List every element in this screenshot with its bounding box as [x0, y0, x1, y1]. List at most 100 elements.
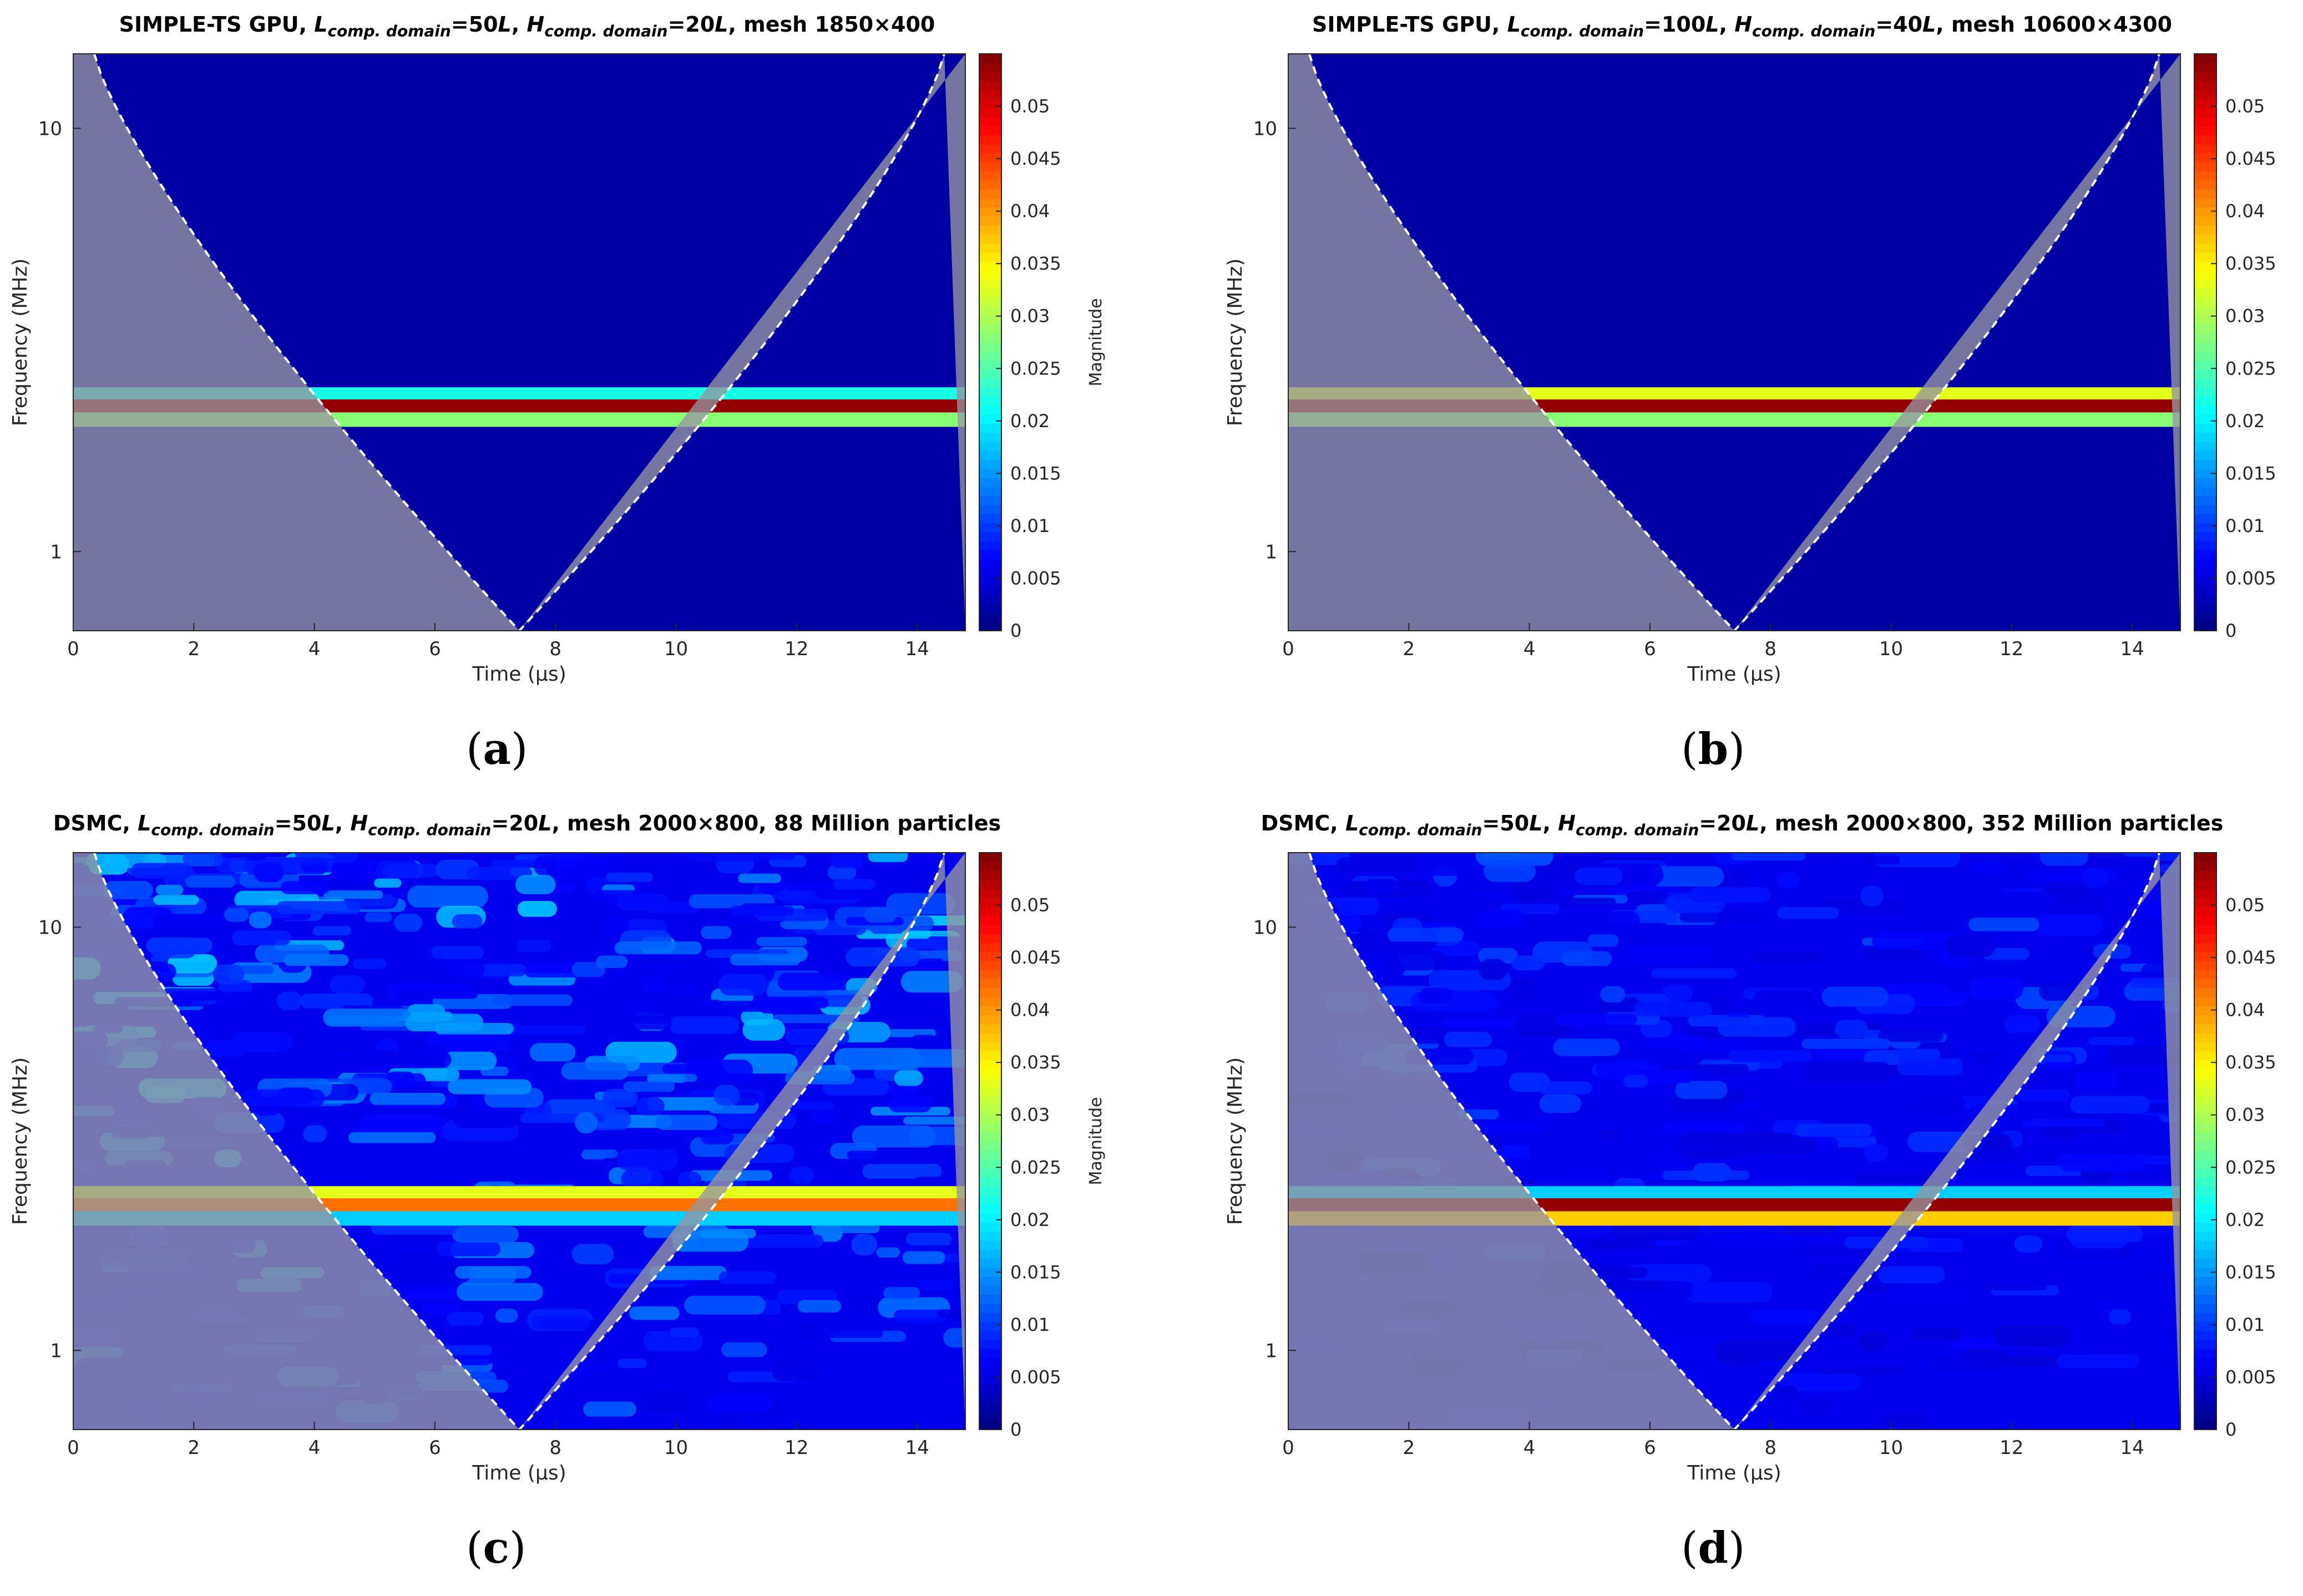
colorbar-segment [979, 1267, 1001, 1277]
heatmap-area [1288, 54, 2180, 631]
noise-patch [620, 999, 656, 1011]
colorbar-segment [979, 135, 1001, 145]
colorbar-segment [2194, 621, 2216, 631]
colorbar-segment [2194, 1240, 2216, 1250]
noise-patch [887, 1085, 920, 1096]
x-tick-label: 8 [549, 638, 561, 660]
noise-patch [168, 954, 217, 974]
colorbar-segment [2194, 1249, 2216, 1259]
y-tick-label: 1 [1265, 1340, 1277, 1362]
colorbar-segment [979, 72, 1001, 82]
colorbar-segment [2194, 54, 2216, 64]
colorbar-segment [979, 225, 1001, 235]
noise-patch [862, 1164, 942, 1179]
colorbar-segment [2194, 1294, 2216, 1304]
noise-patch [543, 1423, 606, 1430]
colorbar-segment [2194, 1394, 2216, 1404]
noise-patch [330, 975, 366, 994]
colorbar-segment [979, 1006, 1001, 1016]
colorbar-segment [979, 979, 1001, 989]
noise-patch [1864, 1144, 1889, 1162]
noise-patch [1709, 1133, 1794, 1147]
colorbar-segment [979, 387, 1001, 397]
noise-patch [2025, 872, 2082, 881]
colorbar-segment [979, 369, 1001, 379]
panel-title: SIMPLE-TS GPU, Lcomp. domain=100L, Hcomp… [1312, 12, 2173, 40]
noise-patch [249, 911, 272, 929]
colorbar-frame [979, 53, 1002, 631]
noise-patch [453, 1111, 518, 1128]
noise-patch [1888, 1287, 1972, 1306]
noise-patch [1476, 890, 1511, 899]
colorbar-segment [979, 1159, 1001, 1169]
colorbar-segment [2194, 324, 2216, 334]
noise-patch [1801, 1038, 1891, 1049]
colorbar-segment [2194, 369, 2216, 379]
colorbar-segment [2194, 1303, 2216, 1313]
noise-patch [1662, 984, 1693, 1003]
colorbar-segment [2194, 568, 2216, 577]
noise-patch [1798, 1398, 1833, 1415]
noise-patch [606, 872, 654, 882]
noise-patch [398, 1252, 434, 1269]
noise-patch [1364, 878, 1398, 893]
scalogram-chart: 0 2 4 6 8 10 12 14 1 10 Time (μs) Frequency (MHz) 0 0… [1224, 53, 2303, 686]
noise-patch [894, 1070, 923, 1086]
colorbar-segment [979, 568, 1001, 577]
colorbar-segment [979, 423, 1001, 433]
noise-patch [395, 988, 478, 999]
noise-patch [1575, 868, 1623, 885]
colorbar-segment [2194, 144, 2216, 154]
colorbar-segment [2194, 531, 2216, 541]
colorbar-segment [2194, 1051, 2216, 1061]
noise-patch [312, 926, 351, 936]
colorbar-segment [979, 378, 1001, 388]
colorbar-tick-label: 0.02 [1010, 1209, 1050, 1230]
colorbar-segment [979, 351, 1001, 361]
colorbar-segment [979, 934, 1001, 944]
panel-title: DSMC, Lcomp. domain=50L, Hcomp. domain=2… [1261, 811, 2224, 839]
noise-patch [153, 914, 226, 929]
noise-patch [1593, 1280, 1663, 1291]
noise-patch [888, 1096, 932, 1113]
colorbar-segment [2194, 604, 2216, 614]
colorbar-segment [979, 853, 1001, 863]
colorbar-segment [2194, 171, 2216, 181]
scalogram-chart: 0 2 4 6 8 10 12 14 1 10 Time (μs) Frequency (MHz) 0 0… [9, 852, 1106, 1484]
noise-patch [718, 974, 768, 996]
x-tick-label: 6 [429, 638, 441, 660]
colorbar-segment [979, 270, 1001, 280]
noise-patch [295, 1168, 340, 1185]
colorbar-segment [2194, 342, 2216, 352]
noise-patch [595, 1015, 672, 1030]
x-tick-label: 14 [905, 1437, 929, 1459]
noise-patch [868, 853, 908, 863]
colorbar-segment [979, 612, 1001, 622]
colorbar-segment [2194, 432, 2216, 442]
noise-patch [1713, 1340, 1797, 1361]
colorbar-segment [2194, 595, 2216, 605]
colorbar-segment [979, 943, 1001, 952]
noise-patch [1532, 865, 1570, 874]
colorbar-segment [979, 1096, 1001, 1106]
noise-patch [918, 958, 944, 967]
colorbar-segment [979, 961, 1001, 971]
colorbar-segment [2194, 126, 2216, 136]
coi-shade-right [1734, 54, 2180, 631]
colorbar-segment [979, 261, 1001, 271]
x-tick-label: 4 [308, 1437, 321, 1459]
noise-patch [612, 964, 696, 982]
noise-patch [444, 1051, 497, 1071]
colorbar-segment [979, 1330, 1001, 1340]
noise-patch [561, 1062, 629, 1080]
x-tick-label: 6 [1644, 638, 1656, 660]
colorbar-segment [2194, 987, 2216, 997]
noise-patch [1514, 878, 1556, 900]
noise-patch [876, 1247, 900, 1258]
noise-patch [738, 873, 781, 883]
noise-patch [322, 1030, 368, 1040]
colorbar-segment [979, 63, 1001, 73]
noise-patch [1980, 892, 2061, 911]
x-axis-label: Time (μs) [472, 1462, 566, 1484]
colorbar-tick-label: 0.05 [1010, 96, 1050, 117]
